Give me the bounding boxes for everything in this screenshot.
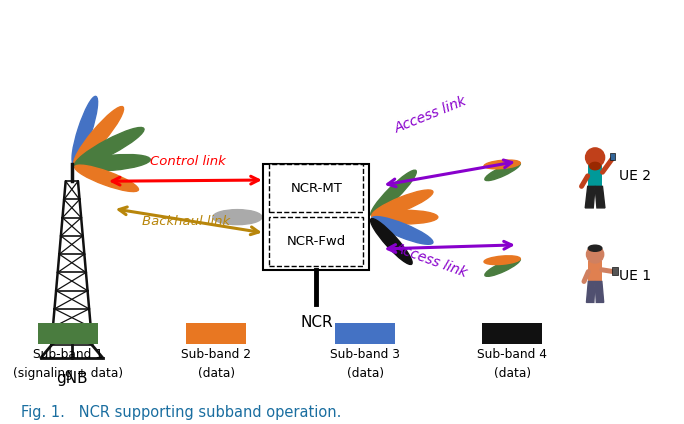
FancyBboxPatch shape <box>269 164 363 212</box>
Bar <box>186 324 246 344</box>
FancyBboxPatch shape <box>588 261 602 282</box>
Ellipse shape <box>371 217 433 244</box>
FancyBboxPatch shape <box>269 217 363 266</box>
Ellipse shape <box>75 165 138 192</box>
Ellipse shape <box>588 245 602 251</box>
Bar <box>335 324 395 344</box>
Text: Fig. 1.   NCR supporting subband operation.: Fig. 1. NCR supporting subband operation… <box>21 405 341 420</box>
Text: Sub-band 1: Sub-band 1 <box>33 348 103 361</box>
Text: Sub-band 3: Sub-band 3 <box>330 348 400 361</box>
Text: Access link: Access link <box>393 94 469 135</box>
Text: Sub-band 4: Sub-band 4 <box>477 348 547 361</box>
FancyBboxPatch shape <box>588 165 603 187</box>
FancyBboxPatch shape <box>263 164 369 270</box>
Ellipse shape <box>75 128 144 166</box>
FancyArrowPatch shape <box>119 207 259 234</box>
Ellipse shape <box>75 154 150 171</box>
Text: (data): (data) <box>494 367 531 380</box>
Ellipse shape <box>74 106 124 165</box>
Ellipse shape <box>484 256 521 265</box>
Bar <box>482 324 542 344</box>
Ellipse shape <box>213 209 262 225</box>
FancyArrowPatch shape <box>388 241 512 252</box>
FancyArrowPatch shape <box>388 160 512 187</box>
Text: UE 1: UE 1 <box>619 268 651 283</box>
Polygon shape <box>595 187 605 208</box>
Bar <box>38 324 98 344</box>
Text: Control link: Control link <box>150 155 226 167</box>
Polygon shape <box>586 282 595 302</box>
Text: (data): (data) <box>198 367 235 380</box>
Ellipse shape <box>590 162 601 170</box>
Text: (data): (data) <box>347 367 384 380</box>
Circle shape <box>586 148 605 167</box>
Circle shape <box>586 246 604 263</box>
Text: NCR: NCR <box>300 315 332 329</box>
Text: (signaling + data): (signaling + data) <box>12 367 123 380</box>
Ellipse shape <box>372 210 438 224</box>
Ellipse shape <box>371 170 417 216</box>
FancyArrowPatch shape <box>112 176 259 185</box>
Text: Access link: Access link <box>393 241 469 280</box>
Text: UE 2: UE 2 <box>619 170 651 184</box>
Text: NCR-Fwd: NCR-Fwd <box>287 235 346 248</box>
Polygon shape <box>595 282 604 302</box>
Text: Sub-band 2: Sub-band 2 <box>181 348 251 361</box>
Ellipse shape <box>484 160 521 169</box>
Ellipse shape <box>485 258 521 276</box>
FancyBboxPatch shape <box>612 267 618 275</box>
Text: gNB: gNB <box>56 371 88 386</box>
FancyBboxPatch shape <box>610 153 616 160</box>
Ellipse shape <box>485 162 521 181</box>
Ellipse shape <box>371 219 412 265</box>
Ellipse shape <box>371 190 433 218</box>
Text: Backhaul link: Backhaul link <box>142 215 230 229</box>
Text: NCR-MT: NCR-MT <box>291 182 342 195</box>
Polygon shape <box>586 187 595 208</box>
Ellipse shape <box>72 96 98 165</box>
